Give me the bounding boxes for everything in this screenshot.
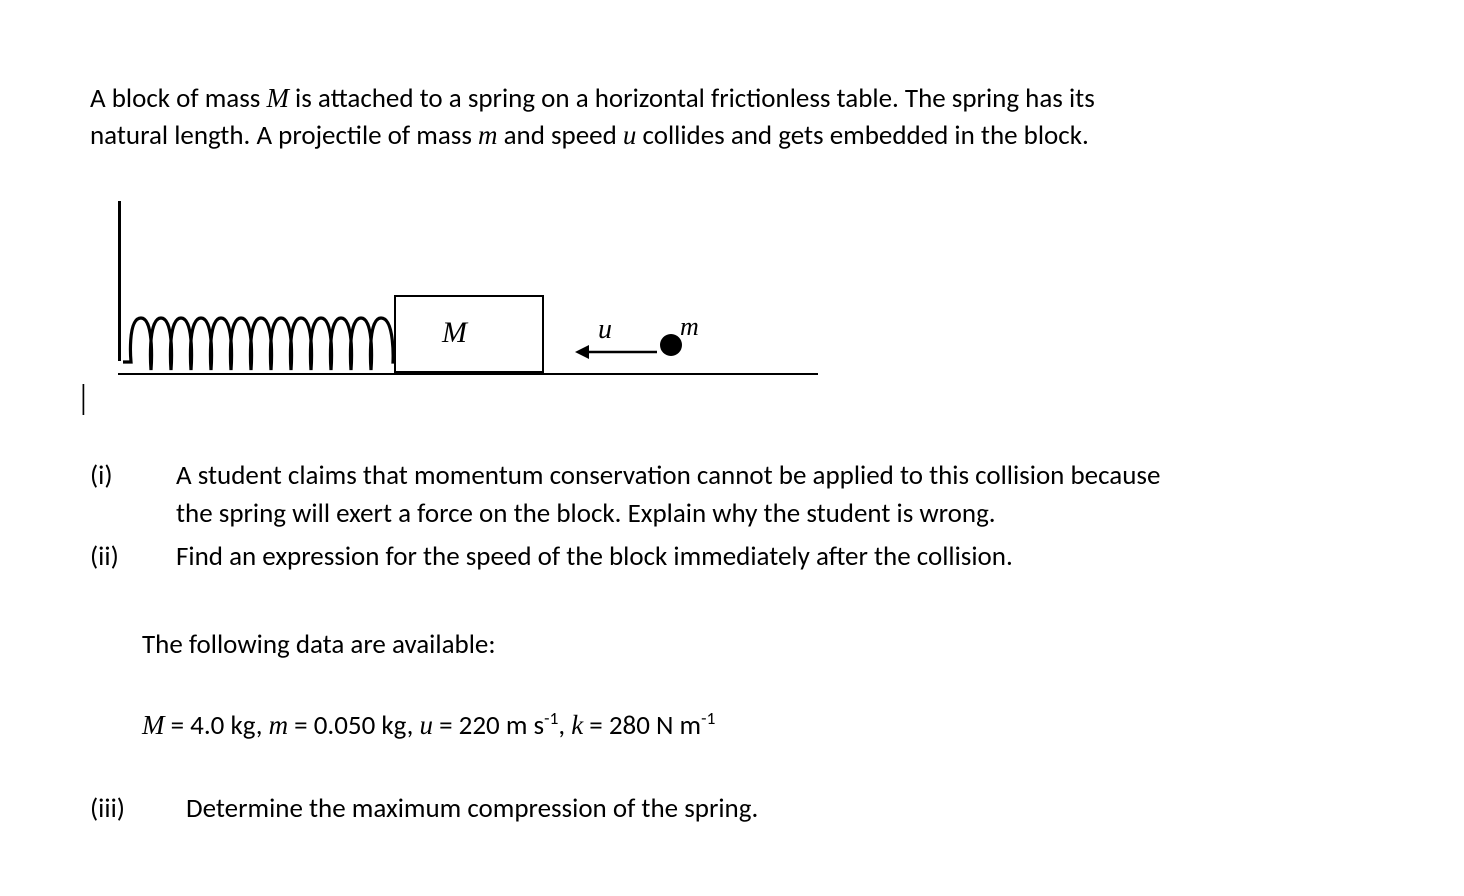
val-k-a: = 280 N m [583,709,701,742]
table-surface [118,373,818,375]
intro-paragraph: A block of mass M is attached to a sprin… [90,80,1374,155]
question-iii: (iii) Determine the maximum compression … [90,790,1374,828]
text-cursor: | [80,379,87,417]
sym-m: m [269,710,289,740]
val-u-a: = 220 m s [433,709,544,742]
question-ii: (ii) Find an expression for the speed of… [90,538,1374,576]
data-intro: The following data are available: [142,626,1374,664]
u-label: u [598,314,612,346]
intro-M: M [266,83,289,113]
q-text: Find an expression for the speed of the … [176,538,1374,576]
q-number: (iii) [90,790,186,828]
q-number: (ii) [90,538,176,576]
q-i-line2: the spring will exert a force on the blo… [176,497,996,530]
sym-u: u [420,710,434,740]
page: A block of mass M is attached to a sprin… [0,0,1464,896]
intro-text: natural length. A projectile of mass [90,119,478,152]
diagram: | M u m [100,201,820,401]
val-u-b: , [558,709,571,742]
q-number: (i) [90,457,176,534]
block [394,295,544,373]
q-text: A student claims that momentum conservat… [176,457,1374,534]
q-text: Determine the maximum compression of the… [186,790,1374,828]
spring-icon [123,312,398,374]
sym-M: M [142,710,165,740]
data-block: The following data are available: M = 4.… [142,626,1374,745]
val-m: = 0.050 kg, [288,709,419,742]
projectile [660,334,682,356]
intro-text: and speed [497,119,622,152]
intro-text: is attached to a spring on a horizontal … [289,82,1095,115]
intro-text: A block of mass [90,82,266,115]
val-M: = 4.0 kg, [165,709,269,742]
question-list: (i) A student claims that momentum conse… [90,457,1374,576]
intro-text: collides and gets embedded in the block. [636,119,1088,152]
sup-u: -1 [544,707,558,729]
intro-u: u [623,120,637,150]
question-list-2: (iii) Determine the maximum compression … [90,790,1374,828]
sup-k: -1 [701,707,715,729]
question-i: (i) A student claims that momentum conse… [90,457,1374,534]
q-i-line1: A student claims that momentum conservat… [176,459,1160,492]
wall [118,201,121,361]
intro-m: m [478,120,498,150]
arrow-left-icon [575,343,657,361]
data-values: M = 4.0 kg, m = 0.050 kg, u = 220 m s-1,… [142,706,1374,745]
m-label: m [680,312,699,342]
block-label: M [442,316,467,350]
sym-k: k [571,710,583,740]
